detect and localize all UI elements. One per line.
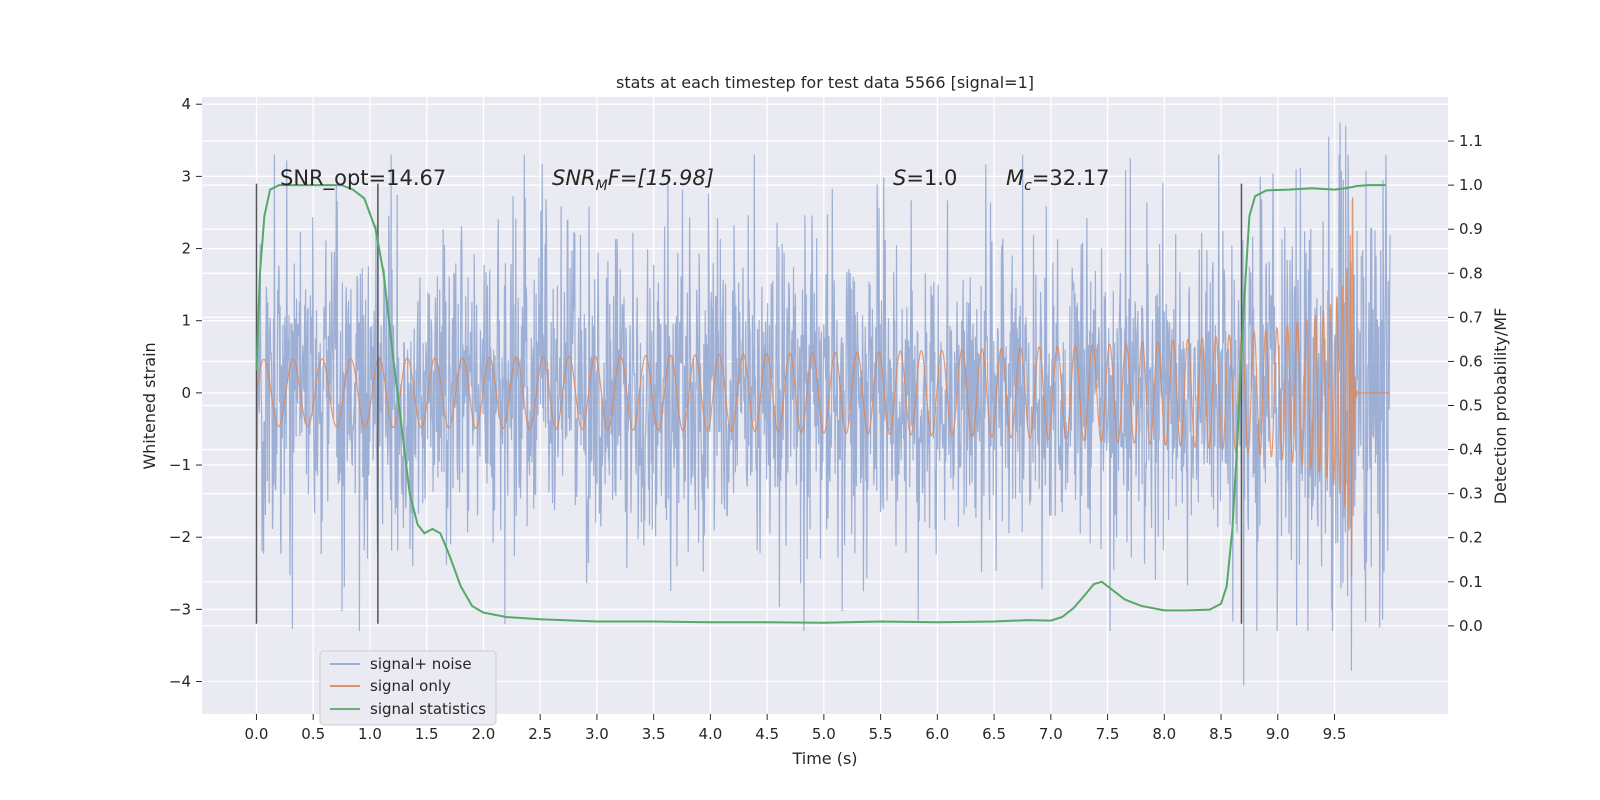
x-tick-label: 8.5 [1209,725,1233,743]
annotation-snr-opt: SNR_opt=14.67 [280,166,446,191]
y-right-tick-label: 0.4 [1459,441,1483,459]
vertical-markers [255,183,1243,624]
y-right-tick-label: 0.5 [1459,397,1483,415]
y-right-tick-label: 0.9 [1459,220,1483,238]
legend-box [319,650,497,726]
x-tick-label: 5.0 [812,725,836,743]
snr-mf-base: SNR [552,166,596,190]
y-ticks: −4 −3 −2 −1 0 1 2 3 4 [169,95,202,691]
signal-noise-line [255,122,1391,686]
x-tick-label: 1.0 [358,725,382,743]
x-tick-label: 4.0 [698,725,722,743]
series-signal-noise [255,122,1391,686]
y-right-tick-label: 0.6 [1459,352,1483,370]
snr-mf-subscript: M [596,178,608,194]
y-tick-label: −2 [169,528,191,546]
y-right-tick-label: 0.3 [1459,485,1483,503]
mc-base: M [1006,166,1024,190]
x-tick-label: 4.5 [755,725,779,743]
annotation-s: S=1.0 [893,166,957,190]
y-tick-label: 1 [181,312,191,330]
y-tick-label: −3 [169,600,191,618]
x-tick-label: 9.0 [1266,725,1290,743]
y-tick-label: −1 [169,456,191,474]
x-tick-label: 6.5 [982,725,1006,743]
x-tick-label: 2.0 [471,725,495,743]
annotation-snr-mf: SNRMF=[15.98] [552,166,714,194]
x-axis-label: Time (s) [791,749,857,768]
mc-value: =32.17 [1032,166,1110,190]
series-signal-statistics [255,184,1386,624]
y-right-tick-label: 1.1 [1459,132,1483,150]
x-tick-label: 1.5 [415,725,439,743]
legend: signal+ noise signal only signal statist… [319,650,497,726]
legend-label-signal-only: signal only [370,677,451,695]
legend-label-signal-statistics: signal statistics [370,700,486,718]
x-tick-label: 5.5 [869,725,893,743]
signal-statistics-line [255,184,1386,624]
x-tick-label: 8.0 [1152,725,1176,743]
x-tick-label: 0.0 [245,725,269,743]
y-right-tick-label: 0.8 [1459,264,1483,282]
x-tick-label: 7.5 [1096,725,1120,743]
y-right-tick-label: 0.0 [1459,617,1483,635]
x-tick-label: 2.5 [528,725,552,743]
y-ticks-right: 0.0 0.1 0.2 0.3 0.4 0.5 0.6 0.7 0.8 0.9 1.0 1.1 [1448,132,1483,635]
x-tick-label: 3.0 [585,725,609,743]
x-tick-label: 9.5 [1323,725,1347,743]
y-right-tick-label: 0.7 [1459,308,1483,326]
mc-subscript: c [1024,178,1032,194]
chart-title: stats at each timestep for test data 556… [616,73,1034,92]
x-tick-label: 7.0 [1039,725,1063,743]
y-right-tick-label: 0.2 [1459,529,1483,547]
snr-mf-value: F=[15.98] [608,166,714,190]
s-name: S [893,166,906,190]
y-tick-label: −4 [169,673,191,691]
y-tick-label: 3 [181,167,191,185]
y-tick-label: 4 [181,95,191,113]
y-right-tick-label: 0.1 [1459,573,1483,591]
y-axis-label-right: Detection probability/MF [1491,308,1510,505]
series-signal-only [255,197,1391,577]
s-value: =1.0 [906,166,957,190]
y-tick-label: 0 [181,384,191,402]
signal-only-line [255,197,1391,577]
y-axis-label: Whitened strain [140,342,159,469]
x-tick-label: 3.5 [642,725,666,743]
x-ticks: 0.0 0.5 1.0 1.5 2.0 2.5 3.0 3.5 4.0 4.5 5.0 5.5 6.0 6… [245,714,1347,743]
legend-label-signal-noise: signal+ noise [370,655,472,673]
y-right-tick-label: 1.0 [1459,176,1483,194]
y-tick-label: 2 [181,240,191,258]
annotation-mc: Mc=32.17 [1006,166,1110,194]
x-tick-label: 6.0 [925,725,949,743]
x-tick-label: 0.5 [301,725,325,743]
